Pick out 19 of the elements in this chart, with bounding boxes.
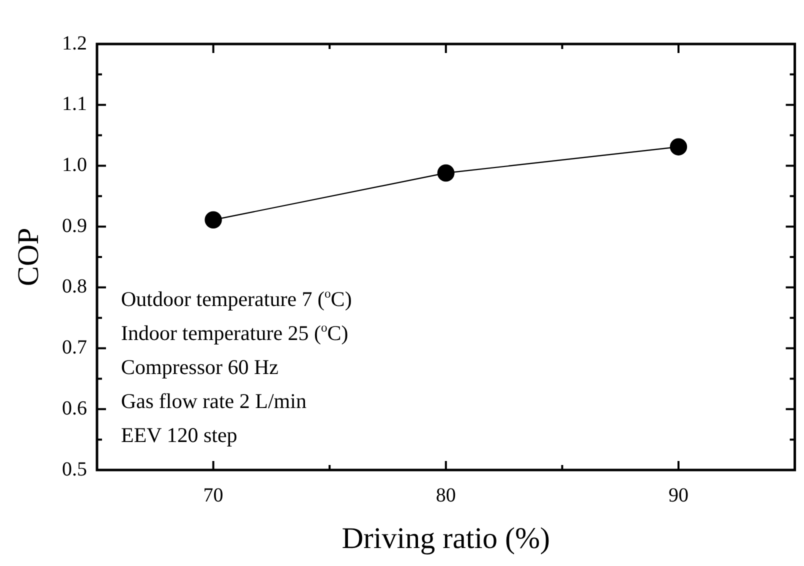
point	[670, 138, 688, 156]
x-tick-label: 80	[436, 484, 456, 506]
point	[204, 211, 222, 228]
x-tick-label: 70	[203, 484, 224, 506]
y-tick-label: 0.5	[62, 458, 87, 480]
x-axis-title: Driving ratio (%)	[342, 522, 550, 555]
annotation: Gas flow rate 2 L/min	[121, 389, 307, 413]
y-tick-label: 0.9	[62, 214, 87, 237]
y-tick-label: 0.7	[62, 336, 87, 359]
y-axis-title: COP	[12, 228, 45, 286]
y-tick-label: 1.2	[62, 32, 87, 54]
y-tick-label: 0.6	[62, 397, 87, 420]
annotation: EEV 120 step	[121, 423, 238, 447]
y-tick-label: 1.1	[62, 93, 87, 116]
point	[437, 164, 454, 182]
y-tick-label: 1.0	[62, 154, 87, 176]
x-tick-label: 90	[668, 484, 688, 506]
annotation: Compressor 60 Hz	[121, 355, 278, 379]
y-tick-label: 0.8	[62, 276, 87, 298]
